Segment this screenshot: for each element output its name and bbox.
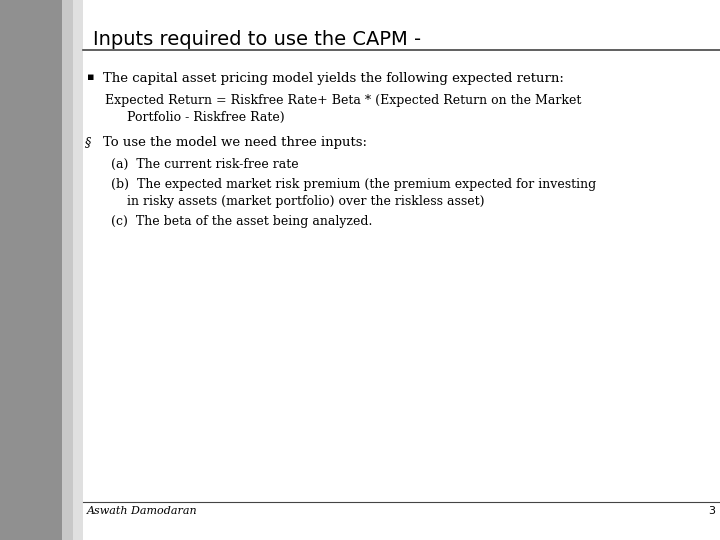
- Bar: [62, 0, 83, 540]
- Text: (b)  The expected market risk premium (the premium expected for investing: (b) The expected market risk premium (th…: [111, 178, 596, 191]
- Text: Inputs required to use the CAPM -: Inputs required to use the CAPM -: [93, 30, 421, 49]
- Bar: [73, 0, 83, 540]
- Text: Portfolio - Riskfree Rate): Portfolio - Riskfree Rate): [127, 111, 284, 124]
- Text: The capital asset pricing model yields the following expected return:: The capital asset pricing model yields t…: [103, 72, 564, 85]
- Text: ▪: ▪: [87, 72, 94, 82]
- Text: Aswath Damodaran: Aswath Damodaran: [87, 506, 197, 516]
- Text: in risky assets (market portfolio) over the riskless asset): in risky assets (market portfolio) over …: [127, 195, 485, 208]
- Bar: [0, 0, 62, 540]
- Text: 3: 3: [708, 506, 715, 516]
- Text: Expected Return = Riskfree Rate+ Beta * (Expected Return on the Market: Expected Return = Riskfree Rate+ Beta * …: [105, 94, 581, 107]
- Text: To use the model we need three inputs:: To use the model we need three inputs:: [103, 136, 366, 149]
- Text: (a)  The current risk-free rate: (a) The current risk-free rate: [111, 158, 298, 171]
- Text: (c)  The beta of the asset being analyzed.: (c) The beta of the asset being analyzed…: [111, 215, 372, 228]
- Text: §: §: [85, 136, 91, 149]
